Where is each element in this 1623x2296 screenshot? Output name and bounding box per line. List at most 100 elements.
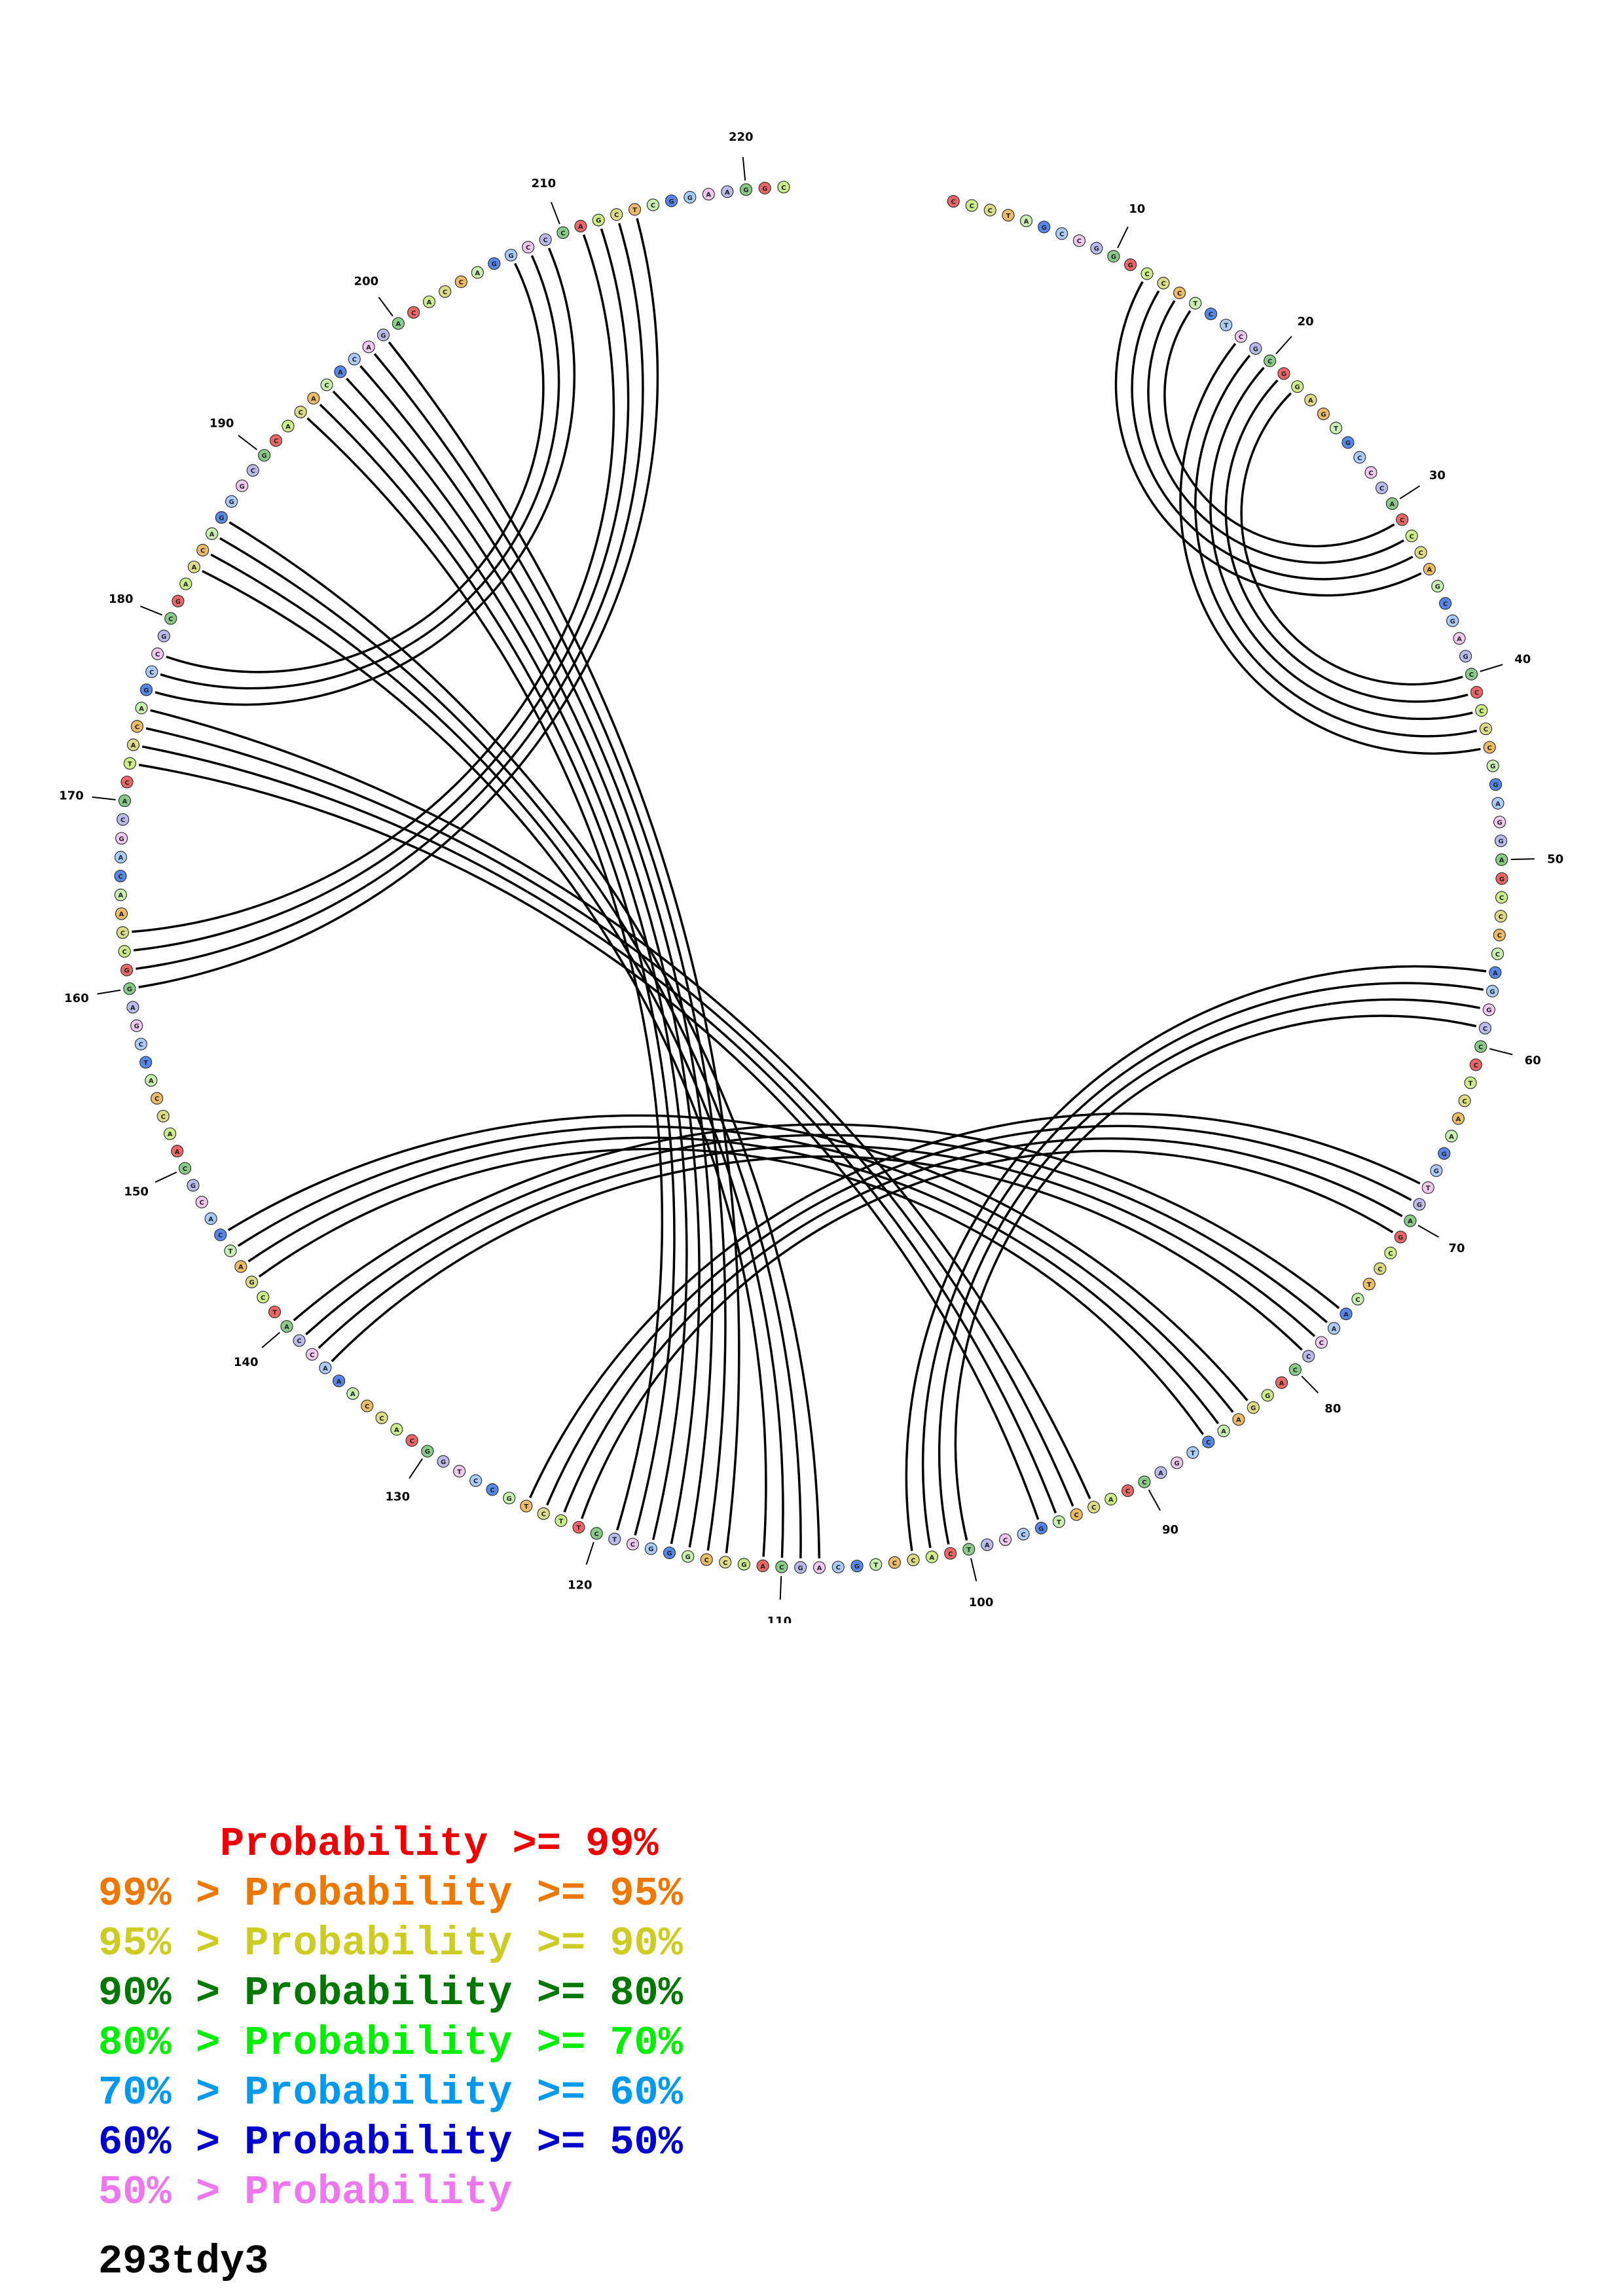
- svg-text:G: G: [1111, 253, 1116, 260]
- nucleotide: G: [850, 1560, 864, 1573]
- nucleotide: C: [831, 1560, 845, 1573]
- nucleotide: C: [246, 464, 259, 477]
- nucleotide: C: [1491, 947, 1504, 960]
- svg-text:A: A: [1024, 218, 1029, 225]
- nucleotide: G: [1090, 242, 1103, 255]
- svg-text:C: C: [122, 948, 126, 956]
- nucleotide: A: [422, 295, 436, 308]
- position-label: 20: [1298, 315, 1314, 329]
- position-label: 160: [64, 992, 89, 1005]
- svg-text:A: A: [394, 1427, 399, 1434]
- nucleotide: C: [907, 1553, 920, 1567]
- svg-text:A: A: [122, 798, 128, 805]
- svg-text:C: C: [970, 203, 974, 210]
- nucleotide: C: [469, 1474, 483, 1487]
- svg-text:G: G: [425, 1448, 430, 1456]
- nucleotide: G: [1493, 816, 1506, 829]
- svg-text:C: C: [704, 1557, 709, 1564]
- svg-text:A: A: [395, 321, 401, 328]
- nucleotide: A: [1445, 1130, 1458, 1143]
- legend-row: Probability >= 99%: [98, 1821, 659, 1867]
- svg-text:A: A: [1158, 1470, 1163, 1477]
- nucleotide: C: [537, 1507, 550, 1520]
- nucleotide: G: [215, 511, 228, 524]
- nucleotide: C: [294, 405, 307, 419]
- nucleotide: C: [1138, 1475, 1151, 1488]
- svg-text:G: G: [191, 1183, 196, 1190]
- svg-text:G: G: [1417, 1202, 1422, 1209]
- svg-text:T: T: [457, 1469, 462, 1476]
- nucleotide: G: [737, 1558, 750, 1571]
- nucleotide: C: [1414, 546, 1427, 559]
- nucleotide: C: [1375, 481, 1389, 495]
- svg-text:G: G: [380, 332, 386, 340]
- svg-text:A: A: [192, 564, 197, 571]
- svg-text:A: A: [427, 299, 432, 306]
- svg-text:C: C: [1074, 1512, 1079, 1519]
- svg-text:G: G: [119, 836, 124, 843]
- nucleotide: G: [758, 181, 771, 194]
- base-pair-arc: [1240, 392, 1463, 686]
- base-pair-arc: [581, 1149, 1394, 1519]
- nucleotide: A: [179, 577, 192, 590]
- svg-text:C: C: [1483, 1026, 1487, 1033]
- svg-text:C: C: [1379, 485, 1384, 492]
- svg-text:A: A: [338, 369, 343, 376]
- svg-text:C: C: [1209, 312, 1213, 319]
- nucleotide: A: [812, 1561, 826, 1574]
- nucleotide: C: [120, 776, 134, 789]
- nucleotide: C: [965, 199, 978, 212]
- nucleotide: C: [646, 198, 660, 211]
- base-pair-arc: [228, 521, 821, 1558]
- nucleotide: A: [333, 1374, 346, 1388]
- nucleotide: C: [539, 233, 552, 246]
- nucleotide: T: [268, 1305, 282, 1319]
- base-pair-arc: [247, 1136, 1220, 1425]
- nucleotide: C: [1087, 1501, 1101, 1514]
- svg-text:C: C: [1400, 517, 1404, 524]
- position-tick: [97, 989, 121, 995]
- nucleotide: A: [346, 1387, 359, 1400]
- svg-text:C: C: [911, 1557, 915, 1564]
- svg-text:A: A: [1221, 1428, 1226, 1435]
- svg-text:A: A: [118, 892, 123, 899]
- svg-text:T: T: [577, 1524, 581, 1532]
- position-tick: [779, 1575, 782, 1600]
- nucleotide: C: [1017, 1528, 1030, 1541]
- nucleotide: G: [1446, 614, 1459, 628]
- nucleotide: G: [1261, 1389, 1274, 1402]
- position-label: 30: [1429, 469, 1446, 482]
- nucleotide: G: [157, 630, 170, 643]
- position-label: 50: [1547, 852, 1563, 866]
- nucleotide: C: [1384, 1246, 1397, 1260]
- nucleotide: G: [1430, 1164, 1443, 1177]
- nucleotide: G: [1038, 221, 1051, 234]
- position-tick: [155, 1172, 177, 1183]
- svg-text:G: G: [143, 687, 149, 694]
- svg-text:C: C: [1003, 1537, 1008, 1544]
- svg-text:T: T: [1193, 300, 1197, 308]
- nucleotide: G: [1317, 407, 1330, 420]
- svg-text:C: C: [1357, 455, 1362, 462]
- nucleotide: A: [126, 738, 140, 751]
- svg-text:C: C: [1478, 1044, 1483, 1051]
- svg-text:G: G: [854, 1564, 860, 1571]
- base-pair-arc: [359, 365, 714, 1548]
- svg-text:A: A: [1457, 636, 1462, 643]
- nucleotide: C: [348, 353, 361, 366]
- nucleotide: C: [116, 926, 130, 939]
- svg-text:C: C: [1462, 1098, 1467, 1105]
- svg-text:A: A: [323, 1365, 328, 1372]
- nucleotide: A: [135, 702, 148, 715]
- nucleotide: C: [164, 612, 177, 625]
- position-label: 210: [532, 177, 556, 190]
- base-pair-arc: [332, 390, 688, 1541]
- svg-text:C: C: [1267, 358, 1272, 365]
- nucleotide: A: [1489, 966, 1502, 979]
- position-tick: [1148, 1489, 1161, 1511]
- svg-text:C: C: [118, 873, 122, 880]
- nucleotide: G: [437, 1455, 450, 1468]
- nucleotide: C: [700, 1553, 713, 1566]
- svg-text:G: G: [1042, 224, 1047, 232]
- position-tick: [92, 796, 116, 800]
